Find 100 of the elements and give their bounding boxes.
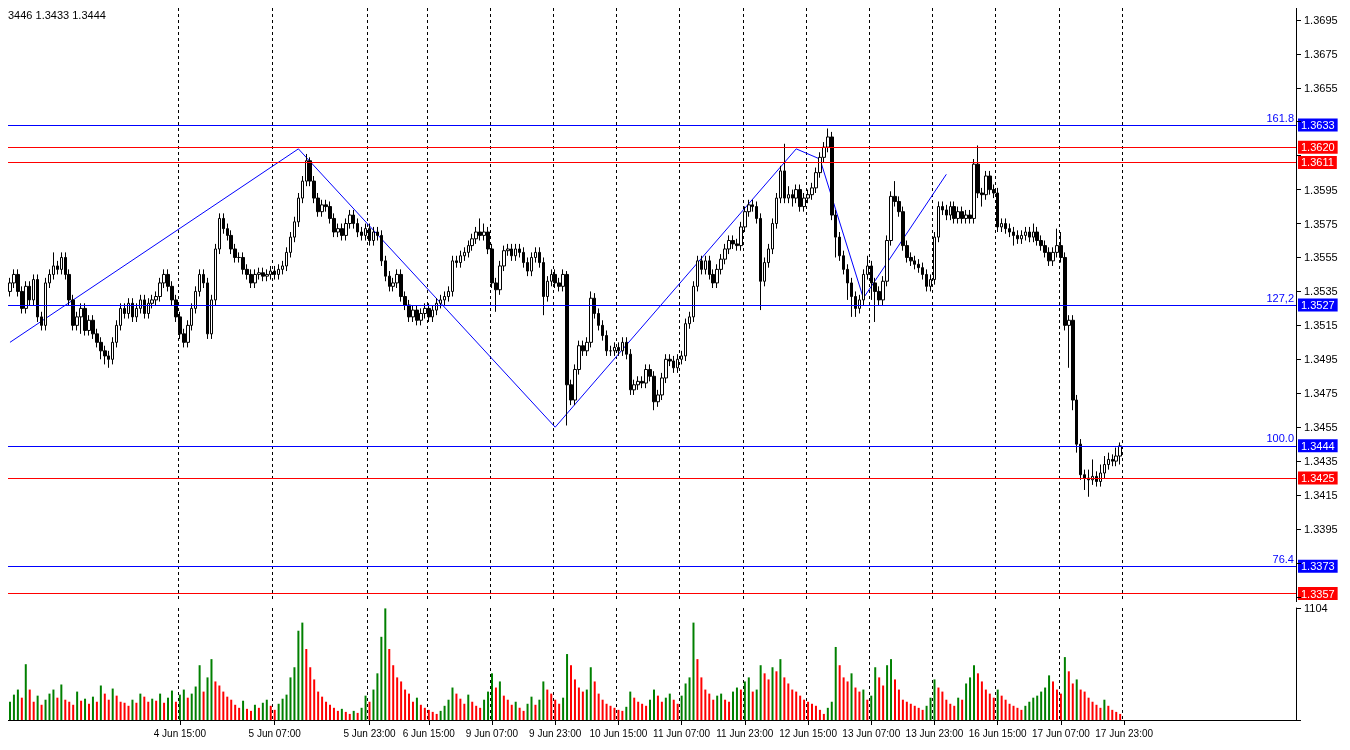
candlestick	[791, 189, 794, 208]
bar	[779, 659, 782, 720]
bar	[147, 701, 150, 720]
bar	[992, 697, 995, 720]
bar	[139, 693, 142, 720]
bar	[1119, 713, 1122, 720]
bar	[297, 630, 300, 720]
bar	[577, 687, 580, 720]
bar	[111, 688, 114, 720]
bar	[1075, 679, 1078, 720]
y-tick-label: 1.3555	[1304, 251, 1338, 264]
bar	[475, 705, 478, 720]
bar	[1000, 695, 1003, 720]
bar	[712, 699, 715, 720]
bar	[471, 701, 474, 720]
bar	[190, 693, 193, 720]
bar	[498, 681, 501, 720]
candlestick	[514, 243, 517, 262]
y-tick-label: 1.3655	[1304, 81, 1338, 94]
candlestick	[913, 255, 916, 270]
bar	[194, 686, 197, 720]
candlestick	[459, 250, 462, 269]
y-tick-label: 1.3435	[1304, 455, 1338, 468]
bar	[506, 699, 509, 720]
bar	[151, 698, 154, 720]
bar	[1044, 687, 1047, 720]
y-tick-label: 1.3675	[1304, 47, 1338, 60]
candlestick	[1012, 226, 1015, 247]
candlestick	[1035, 226, 1039, 247]
bar	[12, 694, 15, 720]
bar	[814, 705, 817, 720]
bar	[20, 697, 23, 720]
y-tick-label: 1.3535	[1304, 285, 1338, 298]
bar	[751, 691, 754, 720]
bar	[530, 696, 533, 720]
bar	[1087, 697, 1090, 720]
bar	[40, 704, 43, 720]
bar	[656, 695, 659, 720]
candlestick	[960, 206, 964, 225]
bar	[84, 698, 87, 720]
bar	[692, 622, 695, 720]
candlestick	[636, 375, 640, 391]
bar	[1079, 689, 1082, 720]
bar	[1071, 683, 1074, 720]
bar	[321, 696, 324, 720]
bar	[87, 703, 90, 720]
bar	[573, 679, 576, 720]
bar	[1052, 681, 1055, 720]
x-tick-label: 16 Jun 15:00	[968, 727, 1028, 739]
bar	[909, 703, 912, 720]
bar	[858, 691, 861, 720]
bar	[882, 685, 885, 720]
candlestick	[1020, 229, 1023, 245]
candlestick	[1024, 226, 1027, 242]
bar	[874, 667, 877, 720]
bar	[234, 704, 237, 720]
bar	[202, 691, 205, 720]
bar	[901, 699, 904, 720]
bar	[696, 659, 699, 720]
bar	[372, 689, 375, 720]
bar	[174, 701, 177, 720]
bar	[708, 693, 711, 720]
candlestick	[249, 268, 253, 289]
bar	[980, 681, 983, 720]
bar	[159, 693, 162, 720]
bar	[435, 713, 438, 720]
bar	[24, 664, 27, 720]
x-tick-label: 13 Jun 07:00	[842, 727, 901, 739]
bar	[1115, 711, 1118, 720]
bar	[822, 713, 825, 720]
bar	[1040, 691, 1043, 720]
candlestick	[411, 304, 415, 323]
bar	[731, 691, 734, 720]
bar	[490, 673, 493, 720]
bar	[613, 707, 616, 720]
bar	[281, 698, 284, 720]
x-tick-label: 13 Jun 23:00	[905, 727, 964, 739]
bar	[672, 699, 675, 720]
bar	[167, 697, 170, 720]
bar	[60, 684, 63, 720]
bar	[984, 689, 987, 720]
bar	[80, 700, 83, 720]
candlestick	[253, 268, 257, 289]
bar	[289, 677, 292, 720]
bar	[514, 701, 517, 720]
candlestick	[419, 307, 423, 326]
bar	[522, 710, 525, 720]
bar	[787, 683, 790, 720]
bar	[945, 699, 948, 720]
x-tick-label: 4 Jun 15:00	[153, 727, 207, 739]
bar	[921, 709, 924, 720]
bar	[431, 711, 434, 720]
bar	[68, 701, 71, 720]
bar	[1111, 709, 1114, 720]
candlestick	[147, 297, 150, 320]
bar	[913, 705, 916, 720]
bar	[36, 695, 39, 720]
bar	[1004, 699, 1007, 720]
bar	[1028, 701, 1031, 720]
candlestick	[798, 184, 802, 213]
